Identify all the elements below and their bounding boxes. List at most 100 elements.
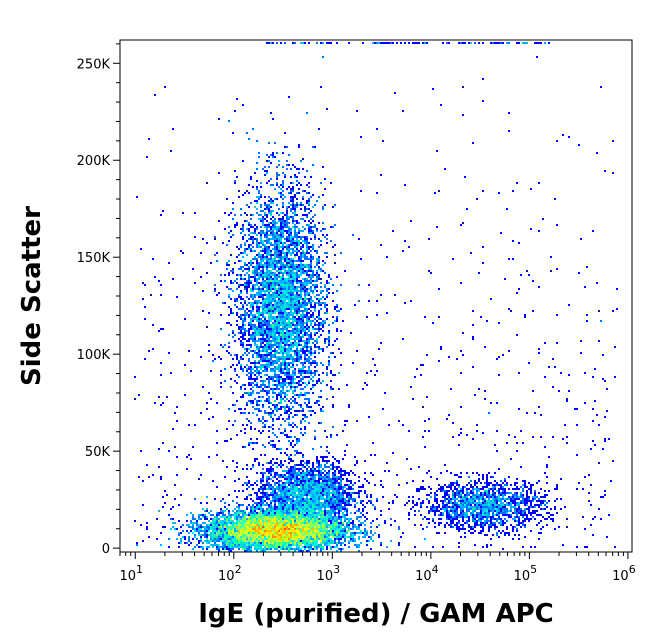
density-dot: [516, 508, 518, 510]
density-dot: [304, 398, 306, 400]
density-dot: [286, 296, 288, 298]
density-dot: [256, 162, 258, 164]
density-dot: [508, 534, 510, 536]
density-dot: [458, 490, 460, 492]
density-dot: [248, 278, 250, 280]
density-dot: [362, 510, 364, 512]
density-dot: [358, 480, 360, 482]
density-dot: [340, 542, 342, 544]
density-dot: [488, 520, 490, 522]
density-dot: [280, 364, 282, 366]
density-dot: [292, 266, 294, 268]
density-dot: [516, 42, 518, 44]
density-dot: [260, 284, 262, 286]
density-dot: [274, 338, 276, 340]
density-dot: [248, 228, 250, 230]
density-dot: [302, 298, 304, 300]
density-dot: [334, 458, 336, 460]
density-dot: [320, 492, 322, 494]
density-dot: [216, 260, 218, 262]
density-dot: [310, 498, 312, 500]
density-dot: [246, 340, 248, 342]
density-dot: [532, 390, 534, 392]
density-dot: [262, 484, 264, 486]
density-dot: [338, 522, 340, 524]
density-dot: [140, 450, 142, 452]
density-dot: [288, 414, 290, 416]
density-dot: [250, 178, 252, 180]
density-dot: [328, 342, 330, 344]
density-dot: [286, 248, 288, 250]
density-dot: [432, 322, 434, 324]
density-dot: [446, 518, 448, 520]
density-dot: [452, 422, 454, 424]
density-dot: [496, 498, 498, 500]
density-dot: [276, 448, 278, 450]
density-dot: [304, 286, 306, 288]
density-dot: [222, 546, 224, 548]
density-dot: [278, 428, 280, 430]
density-dot: [500, 512, 502, 514]
density-dot: [338, 348, 340, 350]
density-dot: [314, 304, 316, 306]
density-dot: [288, 544, 290, 546]
density-dot: [236, 98, 238, 100]
density-dot: [280, 296, 282, 298]
density-dot: [280, 452, 282, 454]
density-dot: [230, 312, 232, 314]
density-dot: [262, 356, 264, 358]
density-dot: [358, 526, 360, 528]
density-dot: [428, 470, 430, 472]
density-dot: [254, 270, 256, 272]
density-dot: [498, 512, 500, 514]
density-dot: [324, 312, 326, 314]
density-dot: [340, 472, 342, 474]
density-dot: [260, 264, 262, 266]
density-dot: [246, 350, 248, 352]
density-dot: [354, 506, 356, 508]
density-dot: [254, 378, 256, 380]
density-dot: [310, 304, 312, 306]
density-dot: [288, 490, 290, 492]
density-dot: [288, 234, 290, 236]
density-dot: [216, 544, 218, 546]
density-dot: [360, 486, 362, 488]
density-dot: [252, 262, 254, 264]
density-dot: [498, 484, 500, 486]
density-dot: [214, 522, 216, 524]
density-dot: [306, 302, 308, 304]
density-dot: [406, 482, 408, 484]
density-dot: [240, 412, 242, 414]
density-dot: [316, 546, 318, 548]
density-dot: [414, 546, 416, 548]
density-dot: [322, 490, 324, 492]
density-dot: [550, 270, 552, 272]
density-dot: [278, 374, 280, 376]
density-dot: [466, 504, 468, 506]
density-dot: [236, 356, 238, 358]
density-dot: [282, 186, 284, 188]
density-dot: [576, 454, 578, 456]
density-dot: [306, 338, 308, 340]
density-dot: [356, 350, 358, 352]
density-dot: [286, 330, 288, 332]
density-dot: [514, 512, 516, 514]
density-dot: [290, 356, 292, 358]
density-dot: [332, 316, 334, 318]
density-dot: [276, 394, 278, 396]
density-dot: [492, 42, 494, 44]
density-dot: [312, 384, 314, 386]
density-dot: [320, 382, 322, 384]
density-dot: [490, 516, 492, 518]
density-dot: [256, 372, 258, 374]
density-dot: [134, 520, 136, 522]
density-dot: [270, 388, 272, 390]
density-dot: [182, 524, 184, 526]
density-dot: [268, 42, 270, 44]
density-dot: [220, 546, 222, 548]
density-dot: [354, 482, 356, 484]
density-dot: [252, 308, 254, 310]
density-dot: [370, 370, 372, 372]
density-dot: [436, 532, 438, 534]
density-dot: [328, 500, 330, 502]
